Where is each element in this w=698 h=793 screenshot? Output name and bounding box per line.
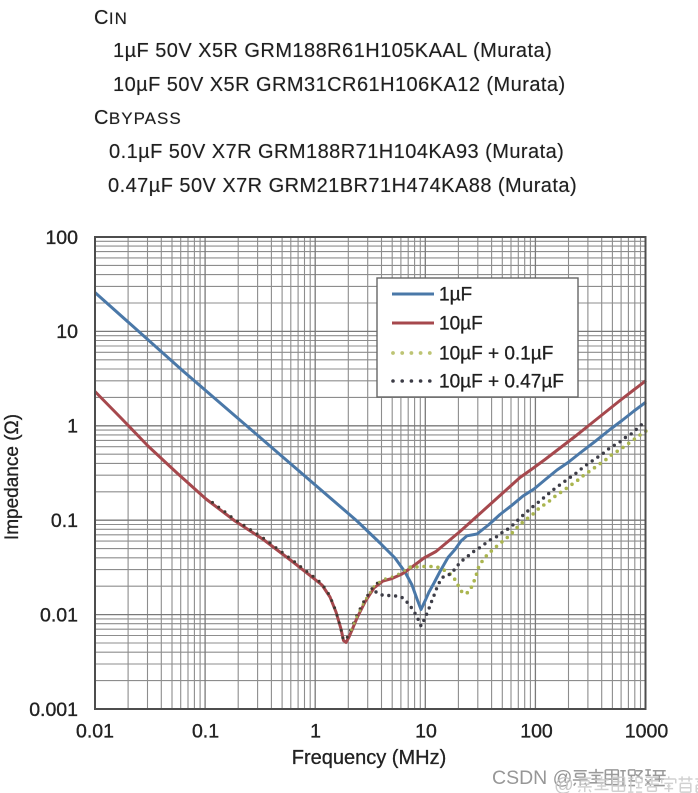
svg-text:10µF + 0.1µF: 10µF + 0.1µF [439,344,553,365]
svg-text:0.01: 0.01 [40,604,78,626]
svg-text:1µF: 1µF [439,285,472,306]
svg-text:@: @ [554,774,574,793]
svg-text:100: 100 [520,721,553,743]
svg-text:0.1: 0.1 [192,721,219,743]
svg-text:10: 10 [56,321,78,343]
svg-text:100: 100 [45,227,78,249]
svg-text:10: 10 [415,721,437,743]
svg-text:0.01: 0.01 [76,721,114,743]
svg-text:CSDN @: CSDN @ [492,767,572,789]
svg-text:Frequency (MHz): Frequency (MHz) [292,747,446,769]
svg-text:0.001: 0.001 [29,699,78,721]
svg-text:1000: 1000 [625,721,669,743]
svg-text:10µF: 10µF [439,314,483,335]
svg-text:10µF + 0.47µF: 10µF + 0.47µF [439,372,564,393]
svg-text:1: 1 [310,721,321,743]
svg-text:1: 1 [67,416,78,438]
svg-text:0.1: 0.1 [51,510,78,532]
svg-text:Impedance (Ω): Impedance (Ω) [2,414,23,540]
